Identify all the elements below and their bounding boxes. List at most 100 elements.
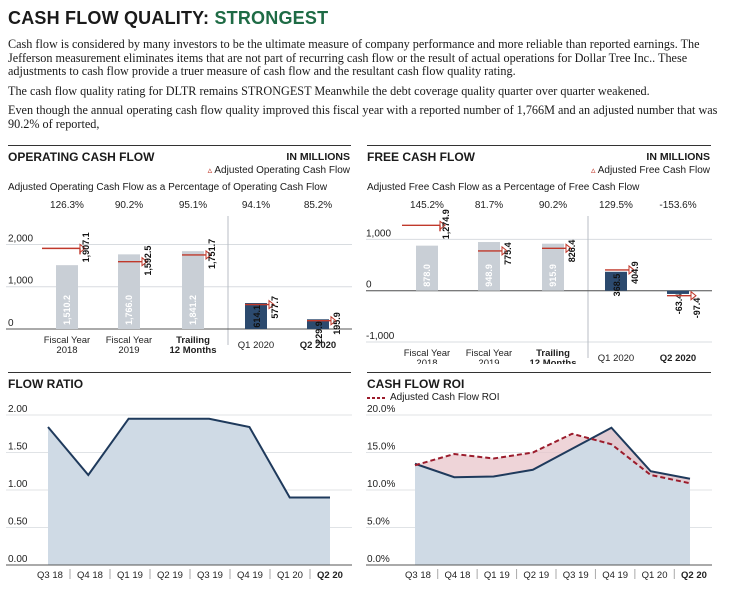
adjusted-value-label: 195.9: [332, 312, 342, 335]
adjusted-value-label: 1,751.7: [207, 239, 217, 269]
adjusted-value-label: 404.9: [630, 261, 640, 284]
divider: [367, 145, 711, 146]
bar-value-label: 1,841.2: [188, 295, 198, 325]
series-line: [47, 417, 330, 499]
dashed-line-icon: [367, 396, 387, 399]
y-tick-label: 0: [366, 280, 372, 291]
area-fill: [48, 418, 330, 565]
percentage-label: 129.5%: [599, 200, 633, 211]
category-label: Fiscal Year: [466, 348, 512, 359]
adjusted-value-label: 1,907.1: [81, 232, 91, 262]
bar-value-label: 368.5: [612, 274, 622, 297]
bar: [307, 319, 329, 329]
percentage-label: 94.1%: [242, 200, 270, 211]
ocf-units: IN MILLIONS: [286, 151, 350, 163]
adjusted-value-label: 1,592.5: [143, 246, 153, 276]
x-tick-label: Q1 20: [642, 570, 668, 581]
percentage-label: 126.3%: [50, 200, 84, 211]
bar: [182, 251, 204, 329]
bar-value-label: 1,766.0: [124, 295, 134, 325]
fcf-units: IN MILLIONS: [646, 151, 710, 163]
bar: [245, 303, 267, 329]
x-tick-label: Q3 19: [197, 570, 223, 581]
adjusted-gap-fill: [415, 427, 690, 484]
bar: [118, 254, 140, 329]
y-tick-label: 1.00: [8, 479, 28, 490]
bar-value-label: 948.9: [484, 264, 494, 287]
ocf-title: OPERATING CASH FLOW: [8, 150, 155, 164]
percentage-label: 85.2%: [304, 200, 332, 211]
category-label: 2018: [56, 345, 77, 356]
x-tick-label: Q1 19: [117, 570, 143, 581]
y-tick-label: 10.0%: [367, 479, 395, 490]
flow-ratio-title: FLOW RATIO: [8, 377, 84, 391]
fcf-legend-label: Adjusted Free Cash Flow: [597, 165, 710, 176]
percentage-label: 145.2%: [410, 200, 444, 211]
roi-legend: Adjusted Cash Flow ROI: [367, 392, 500, 403]
adjusted-value-label: 775.4: [503, 242, 513, 265]
percentage-label: 95.1%: [179, 200, 207, 211]
x-tick-label: Q4 19: [237, 570, 263, 581]
x-tick-label: Q4 18: [444, 570, 470, 581]
category-label: 2019: [118, 345, 139, 356]
x-tick-label: Q2 19: [523, 570, 549, 581]
category-label: Trailing: [536, 348, 570, 359]
category-label: Fiscal Year: [44, 335, 90, 346]
y-tick-label: 1,000: [8, 276, 33, 287]
percentage-label: -153.6%: [659, 200, 696, 211]
quality-rating: STRONGEST: [214, 8, 329, 28]
fcf-chart: 145.2% 81.7% 90.2% 129.5% -153.6% -1,000 0 1,00…: [366, 200, 712, 364]
y-tick-label: 5.0%: [367, 517, 390, 528]
bar-value-label: -63.4: [674, 294, 684, 315]
adjusted-value-label: 1,274.9: [441, 209, 451, 239]
fcf-title: FREE CASH FLOW: [367, 150, 475, 164]
category-label: Q2 2020: [660, 353, 696, 364]
bar-value-label: 229.9: [314, 321, 324, 344]
intro-paragraph-3: Even though the annual operating cash fl…: [8, 103, 718, 131]
category-label: 2018: [416, 358, 437, 364]
x-tick-label: Q3 18: [405, 570, 431, 581]
fcf-subtitle: Adjusted Free Cash Flow as a Percentage …: [367, 182, 640, 193]
bar-value-label: 915.9: [548, 264, 558, 287]
adjusted-marker-triangle: [501, 245, 508, 256]
ocf-legend-label: Adjusted Operating Cash Flow: [214, 165, 350, 176]
category-label: Q1 2020: [598, 353, 634, 364]
triangle-icon: ▵: [207, 165, 213, 175]
adjusted-marker-triangle: [79, 243, 86, 254]
triangle-icon: ▵: [590, 165, 596, 175]
y-tick-label: 1,000: [366, 228, 391, 239]
bar-value-label: 1,510.2: [62, 295, 72, 325]
y-tick-label: 20.0%: [367, 404, 395, 415]
percentage-label: 81.7%: [475, 200, 503, 211]
x-tick-label: Q1 20: [277, 570, 303, 581]
bar: [542, 243, 564, 291]
adjusted-value-label: 826.4: [567, 240, 577, 263]
divider: [8, 145, 351, 146]
adjusted-marker-triangle: [439, 220, 446, 231]
category-label: Q1 2020: [238, 340, 274, 351]
ocf-legend: ▵ Adjusted Operating Cash Flow: [208, 165, 350, 176]
divider: [367, 372, 711, 373]
y-tick-label: 2.00: [8, 404, 28, 415]
fcf-legend: ▵ Adjusted Free Cash Flow: [591, 165, 710, 176]
category-label: Q2 2020: [300, 340, 336, 351]
category-label: Fiscal Year: [106, 335, 152, 346]
category-label: Trailing: [176, 335, 210, 346]
y-tick-label: 0.50: [8, 517, 28, 528]
x-tick-label: Q2 20: [317, 570, 343, 581]
bar-value-label: 878.0: [422, 264, 432, 287]
y-tick-label: -1,000: [366, 331, 395, 342]
roi-chart: 0.0% 5.0% 10.0% 15.0% 20.0% Q3 18 Q4 18 Q1 19 Q2…: [366, 404, 712, 581]
title-prefix: CASH FLOW QUALITY:: [8, 8, 215, 28]
adjusted-marker-triangle: [565, 243, 572, 254]
adjusted-marker-triangle: [141, 256, 148, 267]
adjusted-marker-triangle: [268, 299, 275, 310]
category-label: 2019: [478, 358, 499, 364]
percentage-label: 90.2%: [115, 200, 143, 211]
ocf-subtitle: Adjusted Operating Cash Flow as a Percen…: [8, 182, 328, 193]
series-line: [414, 426, 691, 480]
adjusted-marker-triangle: [690, 290, 697, 301]
bar: [667, 290, 689, 294]
divider: [8, 372, 351, 373]
x-tick-label: Q1 19: [484, 570, 510, 581]
